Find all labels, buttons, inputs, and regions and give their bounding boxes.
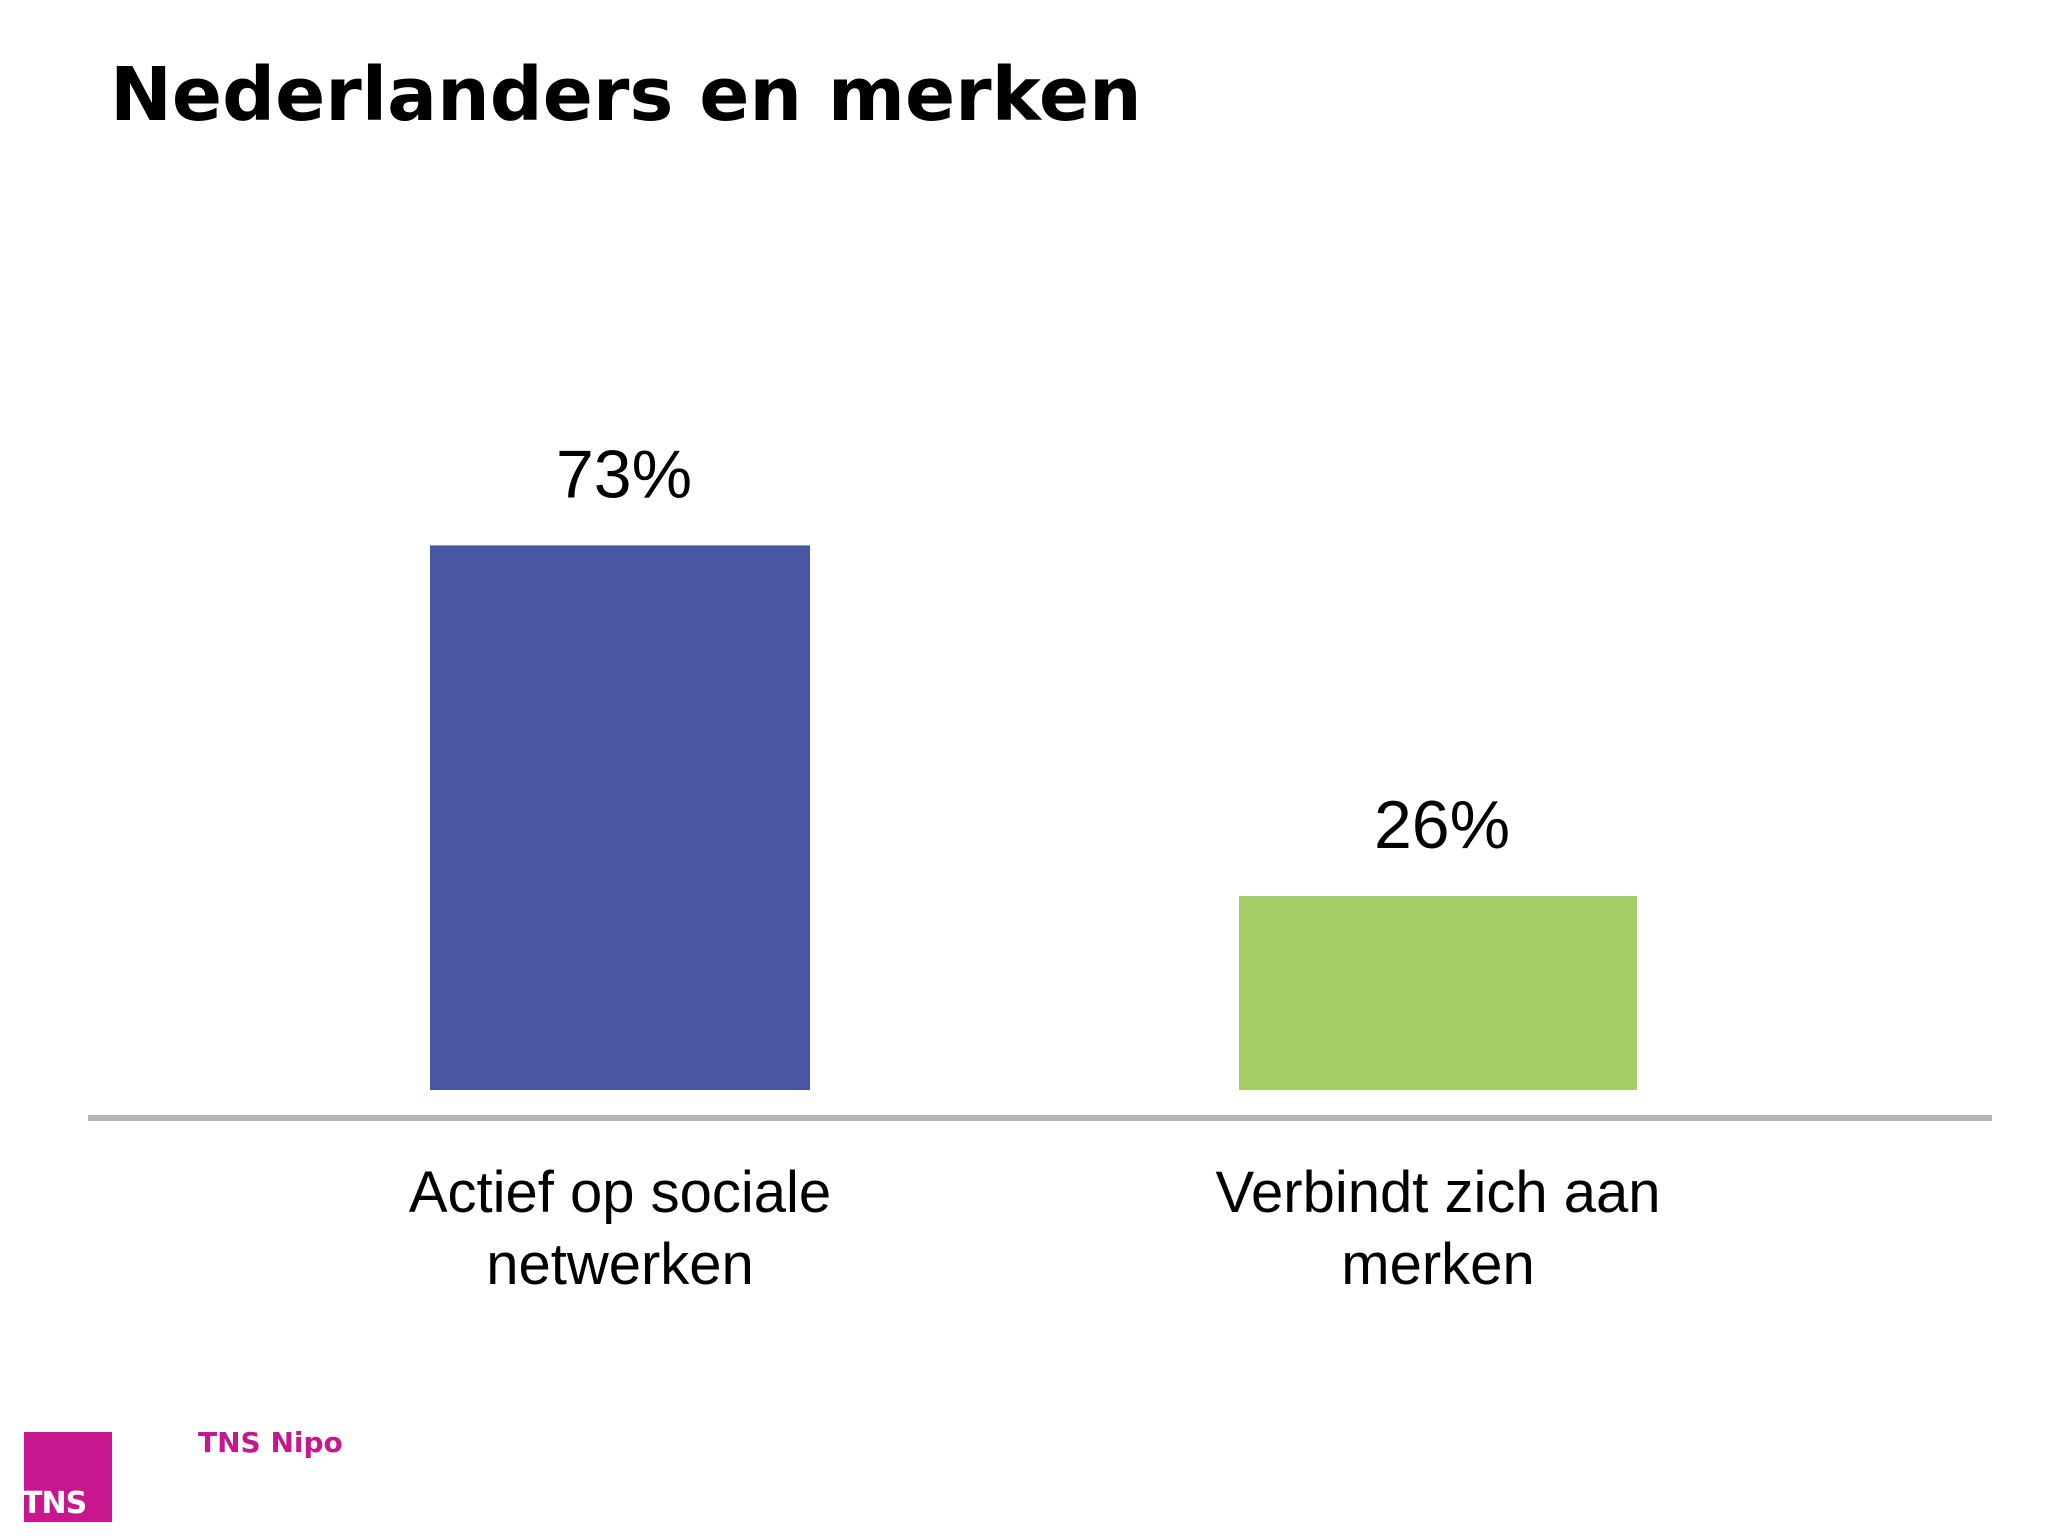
tns-logo-text: TNS (22, 1486, 87, 1521)
tns-logo (24, 1432, 112, 1522)
brand-name: TNS Nipo (198, 1426, 343, 1459)
data-label-2: 26% (1374, 787, 1510, 863)
bar-1 (430, 545, 810, 1090)
data-label-1: 73% (556, 436, 692, 512)
slide-title: Nederlanders en merken (110, 52, 1142, 138)
bar-2 (1239, 896, 1637, 1090)
category-label-1: Actief op sociale netwerken (409, 1160, 831, 1297)
category-label-2: Verbindt zich aan merken (1216, 1160, 1661, 1297)
